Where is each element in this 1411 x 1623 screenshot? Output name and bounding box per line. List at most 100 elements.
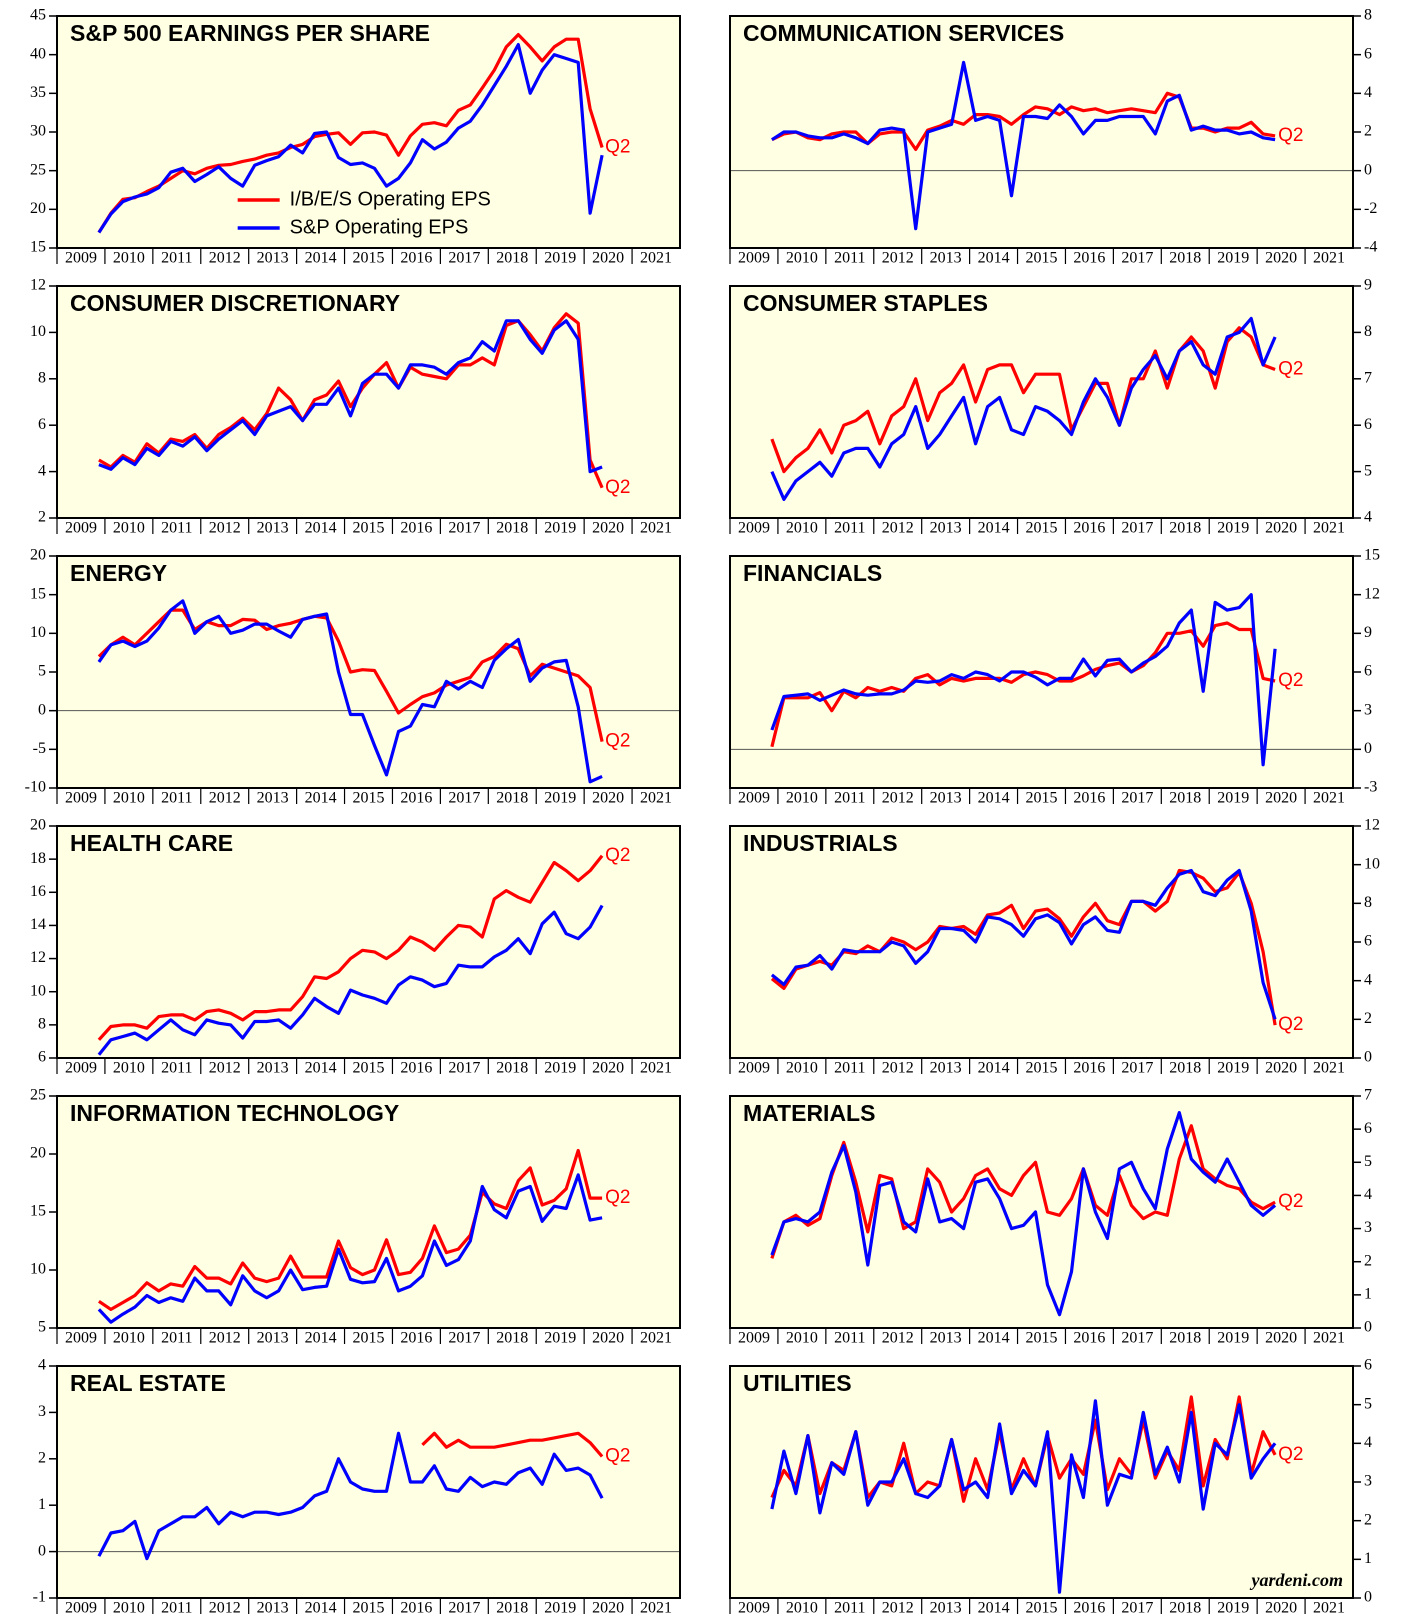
x-tick-label: 2021 [1313,790,1345,807]
x-tick-label: 2009 [738,520,770,537]
x-tick-label: 2019 [1217,250,1249,267]
plot-background [730,286,1353,518]
x-tick-label: 2019 [544,520,576,537]
x-tick-label: 2013 [930,520,962,537]
y-tick-label: 1 [1364,1286,1372,1303]
y-tick-label: 1 [38,1496,46,1513]
x-tick-label: 2014 [978,1060,1010,1077]
plot-frame [56,15,681,249]
x-tick-label: 2016 [400,520,432,537]
series-line [97,854,604,1041]
x-tick-label: 2010 [113,1600,145,1617]
y-tick-label: 15 [1364,547,1380,564]
x-tick-label: 2014 [978,1600,1010,1617]
x-tick-label: 2020 [1265,250,1297,267]
panel-title: S&P 500 EARNINGS PER SHARE [70,20,430,46]
series-line [770,1399,1277,1594]
x-tick-label: 2016 [1073,790,1105,807]
x-tick-label: 2010 [113,1060,145,1077]
x-tick-label: 2019 [544,1330,576,1347]
series-line [98,1148,603,1311]
x-tick-label: 2014 [305,1600,337,1617]
x-tick-label: 2016 [400,790,432,807]
panel-title: CONSUMER STAPLES [743,290,988,316]
x-tick-label: 2018 [496,1060,528,1077]
x-tick-label: 2019 [544,790,576,807]
x-tick-label: 2012 [209,1330,241,1347]
plot-frame [729,1365,1354,1599]
annotation: Q2 [1278,1191,1303,1212]
x-tick-label: 2018 [1169,790,1201,807]
y-tick-label: 10 [30,982,46,999]
source: yardeni.com [1250,1570,1344,1590]
y-tick-label: 5 [1364,462,1372,479]
x-tick-label: 2014 [305,790,337,807]
x-tick-label: 2021 [1313,1600,1345,1617]
plot-background [57,556,680,788]
series-line [770,868,1277,1020]
annotation: Q2 [605,845,630,866]
x-tick-label: 2017 [448,1330,480,1347]
x-tick-label: 2013 [930,790,962,807]
plot-background [730,1096,1353,1328]
x-tick-label: 2018 [1169,1600,1201,1617]
plot-frame [729,555,1354,789]
x-tick-label: 2013 [257,1600,289,1617]
series-line [97,608,604,742]
x-tick-label: 2017 [1121,1060,1153,1077]
y-tick-label: 20 [30,547,46,564]
x-tick-label: 2016 [1073,1330,1105,1347]
panel-title: HEALTH CARE [70,830,233,856]
x-tick-label: 2017 [1121,1600,1153,1617]
y-tick-label: -4 [1364,239,1377,256]
y-tick-label: 15 [30,1203,46,1220]
x-tick-label: 2018 [1169,1330,1201,1347]
x-tick-label: 2012 [882,1060,914,1077]
x-tick-label: 2011 [161,1060,192,1077]
x-tick-label: 2012 [209,520,241,537]
x-tick-label: 2017 [448,1060,480,1077]
x-tick-label: 2010 [786,1060,818,1077]
y-tick-label: 12 [1364,585,1380,602]
series-line [97,1431,604,1561]
y-tick-label: 14 [30,916,46,933]
x-tick-label: 2017 [1121,1330,1153,1347]
y-tick-label: 4 [38,462,46,479]
x-tick-label: 2012 [882,790,914,807]
series-line [97,43,604,234]
x-tick-label: 2015 [1026,520,1058,537]
annotation: Q2 [605,1187,630,1208]
y-tick-label: 8 [38,1016,46,1033]
x-tick-label: 2010 [786,1600,818,1617]
x-tick-label: 2015 [353,520,385,537]
annotation: Q2 [605,1445,630,1466]
x-tick-label: 2020 [1265,520,1297,537]
y-tick-label: 2 [38,509,46,526]
plot-background [57,286,680,518]
y-tick-label: 6 [1364,933,1372,950]
y-tick-label: 8 [38,369,46,386]
x-tick-label: 2011 [161,790,192,807]
x-tick-label: 2015 [1026,1330,1058,1347]
y-tick-label: 12 [30,949,46,966]
y-tick-label: -1 [33,1589,46,1606]
y-tick-label: 6 [1364,663,1372,680]
x-tick-label: 2021 [1313,520,1345,537]
y-tick-label: 10 [30,323,46,340]
x-tick-label: 2021 [640,520,672,537]
x-tick-label: 2018 [496,250,528,267]
x-tick-label: 2009 [738,1600,770,1617]
x-tick-label: 2009 [65,1330,97,1347]
x-tick-label: 2011 [834,520,865,537]
x-tick-label: 2009 [65,250,97,267]
x-tick-label: 2016 [1073,1600,1105,1617]
y-tick-label: 4 [1364,1434,1372,1451]
x-tick-label: 2009 [738,250,770,267]
x-tick-label: 2019 [1217,1060,1249,1077]
y-tick-label: 0 [1364,161,1372,178]
panel-title: INFORMATION TECHNOLOGY [70,1100,399,1126]
y-tick-label: 20 [30,1145,46,1162]
plot-background [730,826,1353,1058]
